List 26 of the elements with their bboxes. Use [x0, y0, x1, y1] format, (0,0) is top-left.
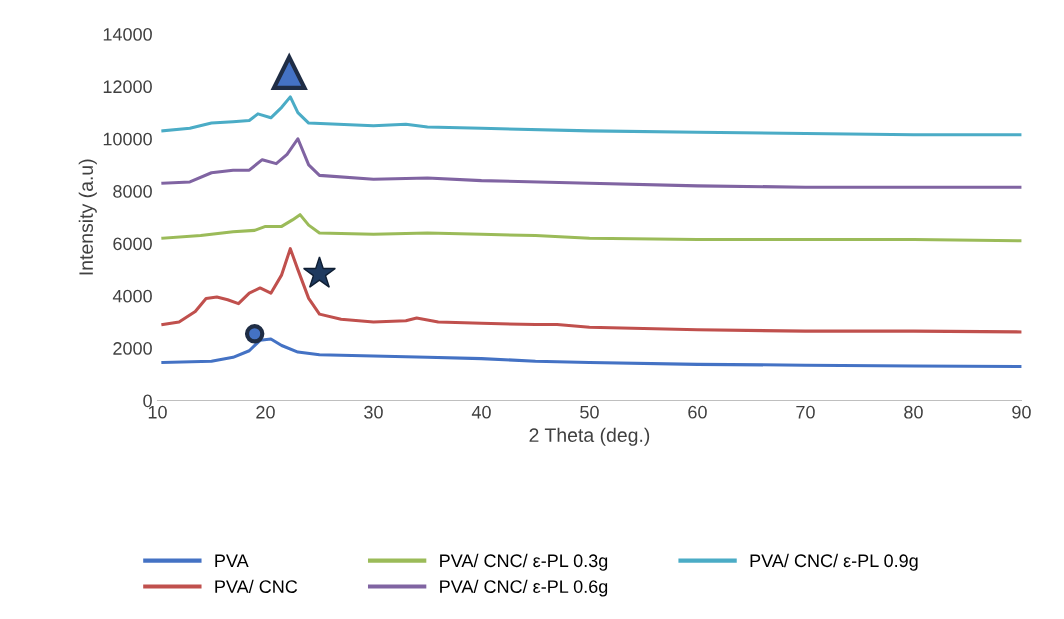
- legend-label: PVA/ CNC/ ε-PL 0.6g: [440, 579, 608, 597]
- legend-label: PVA: [215, 554, 249, 567]
- x-tick-label: 40: [471, 405, 491, 419]
- line-series: [161, 247, 1022, 334]
- x-tick-label: 60: [688, 405, 707, 419]
- y-tick-label: 4000: [112, 289, 152, 303]
- y-tick-label: 8000: [113, 185, 152, 198]
- y-tick-label: 12000: [103, 80, 152, 94]
- y-tick-label: 6000: [113, 237, 152, 251]
- y-tick-label: 10000: [103, 132, 152, 146]
- legend-label: PVA/ CNC/ ε-PL 0.3g: [440, 553, 608, 571]
- x-tick-label: 80: [904, 405, 923, 419]
- legend-label: PVA/ CNC/ ε-PL 0.9g: [750, 553, 918, 571]
- line-series: [161, 95, 1022, 137]
- y-tick-label: 2000: [113, 342, 152, 355]
- x-tick-label: 70: [796, 405, 815, 419]
- x-axis-title: 2 Theta (deg.): [529, 427, 650, 446]
- legend-label: PVA/ CNC: [215, 579, 298, 593]
- y-tick-label: 14000: [103, 27, 152, 41]
- x-tick-label: 20: [256, 405, 275, 419]
- x-tick-label: 30: [364, 405, 383, 419]
- x-tick-label: 90: [1012, 405, 1031, 419]
- x-tick-label: 50: [580, 405, 599, 419]
- y-axis-title: Intensity (a.u): [78, 159, 97, 275]
- line-series: [161, 137, 1022, 189]
- line-series: [161, 213, 1022, 243]
